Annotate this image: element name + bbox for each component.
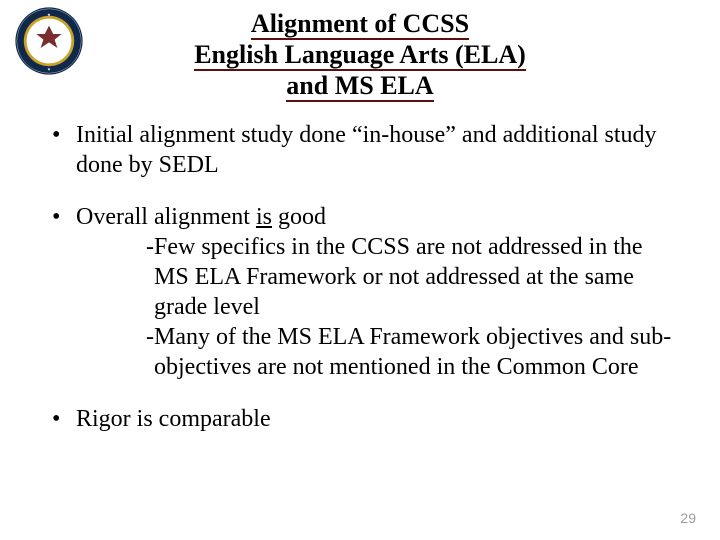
svg-text:★: ★	[47, 12, 51, 17]
sub-item: - Many of the MS ELA Framework objective…	[146, 322, 680, 382]
bullet-item: Rigor is comparable	[48, 404, 680, 434]
bullet-text-before: Overall alignment	[76, 204, 256, 230]
bullet-text: Rigor is comparable	[76, 406, 271, 432]
dash-icon: -	[146, 322, 154, 382]
sub-item: - Few specifics in the CCSS are not addr…	[146, 232, 680, 322]
title-line-3: and MS ELA	[286, 71, 433, 102]
slide: ★ ★ Alignment of CCSS English Language A…	[0, 0, 720, 540]
bullet-text-underline: is	[256, 204, 272, 230]
slide-title: Alignment of CCSS English Language Arts …	[40, 8, 680, 102]
bullet-item: Overall alignment is good - Few specific…	[48, 202, 680, 382]
sub-list: - Few specifics in the CCSS are not addr…	[146, 232, 680, 382]
bullet-item: Initial alignment study done “in-house” …	[48, 120, 680, 180]
bullet-text: Initial alignment study done “in-house” …	[76, 122, 657, 178]
title-line-1: Alignment of CCSS	[251, 9, 469, 40]
title-line-2: English Language Arts (ELA)	[194, 40, 526, 71]
svg-text:★: ★	[47, 66, 51, 71]
sub-text: Many of the MS ELA Framework objectives …	[154, 322, 680, 382]
bullet-list: Initial alignment study done “in-house” …	[40, 120, 680, 434]
sub-text: Few specifics in the CCSS are not addres…	[154, 232, 680, 322]
dash-icon: -	[146, 232, 154, 322]
page-number: 29	[680, 510, 696, 526]
dept-seal-logo: ★ ★	[14, 6, 84, 76]
bullet-text-after: good	[272, 204, 326, 230]
